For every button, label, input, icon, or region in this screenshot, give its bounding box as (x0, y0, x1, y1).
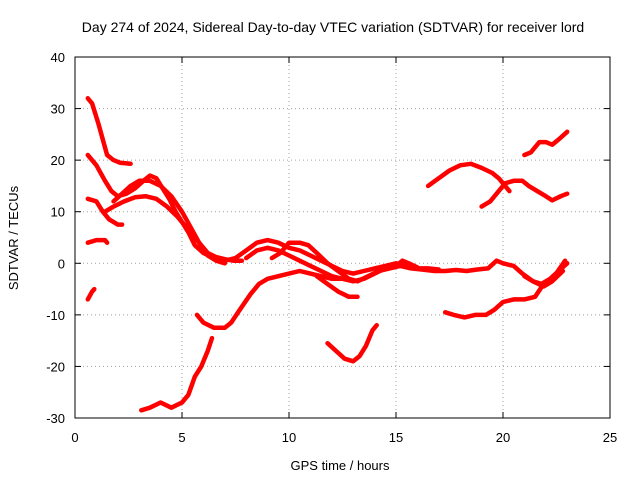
x-tick-label: 10 (282, 430, 296, 445)
series-arc-1 (85, 96, 133, 167)
series-arc-8 (269, 240, 566, 289)
y-tick-label: -30 (46, 411, 65, 426)
x-tick-label: 0 (71, 430, 78, 445)
y-tick-label: 0 (58, 256, 65, 271)
series-arc-5 (102, 193, 228, 266)
x-tick-label: 5 (178, 430, 185, 445)
y-tick-label: 30 (51, 102, 65, 117)
y-axis: -30 -20 -10 0 10 20 30 40 (46, 50, 610, 426)
chart-title: Day 274 of 2024, Sidereal Day-to-day VTE… (82, 19, 584, 35)
series-arc-13 (325, 322, 379, 364)
series-arc-10 (314, 273, 360, 300)
series-arc-6 (85, 237, 110, 245)
y-tick-label: 20 (51, 153, 65, 168)
x-axis: 0 5 10 15 20 25 (71, 57, 617, 445)
series-arc-16 (522, 129, 570, 158)
y-tick-label: -10 (46, 308, 65, 323)
y-tick-label: -20 (46, 359, 65, 374)
x-tick-label: 15 (389, 430, 403, 445)
series-arc-11 (194, 268, 345, 331)
y-tick-label: 10 (51, 205, 65, 220)
y-tick-label: 40 (51, 50, 65, 65)
x-tick-label: 25 (603, 430, 617, 445)
series-arc-2 (85, 152, 442, 276)
x-tick-label: 20 (496, 430, 510, 445)
x-axis-label: GPS time / hours (291, 458, 390, 473)
series-arc-15 (479, 178, 570, 209)
plot-frame (74, 56, 611, 419)
series-arc-4 (111, 178, 245, 263)
series-arc-3 (85, 196, 125, 227)
series-arc-12 (139, 335, 215, 413)
plot-area (85, 96, 570, 413)
series-arc-14 (425, 161, 512, 194)
series-arc-18 (522, 261, 570, 287)
series-arc-7 (85, 286, 97, 302)
grid-lines (75, 57, 610, 418)
y-axis-label: SDTVAR / TECUs (6, 185, 21, 290)
